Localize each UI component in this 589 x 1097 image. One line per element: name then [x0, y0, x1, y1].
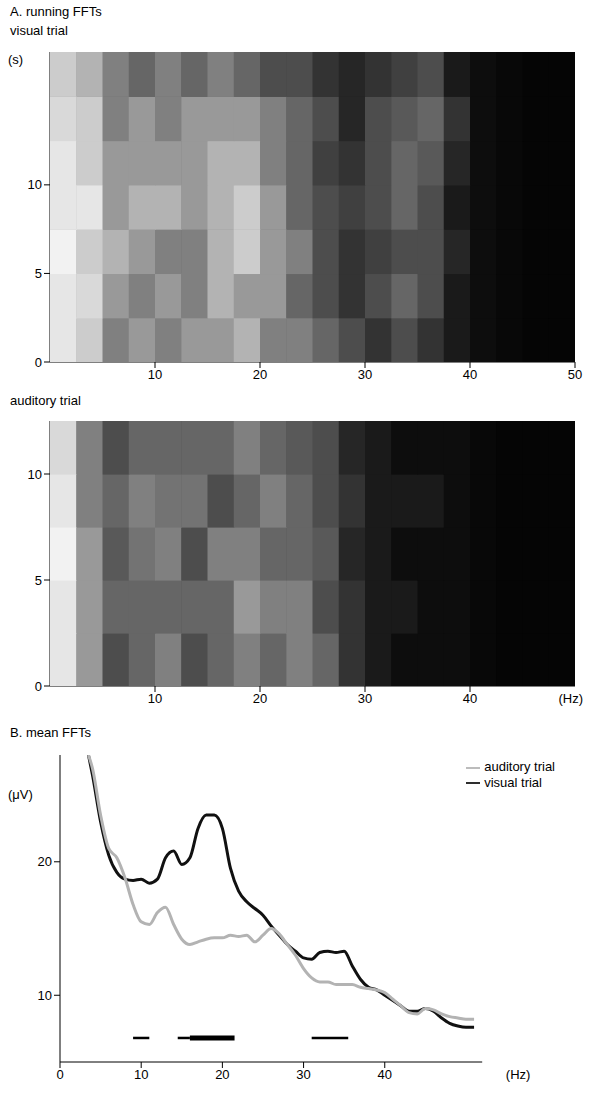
svg-text:50: 50	[568, 367, 582, 382]
svg-text:30: 30	[296, 1067, 310, 1082]
html-text:auditory trial: auditory trial	[484, 759, 555, 774]
html-text:B. mean FFTs: B. mean FFTs	[10, 725, 91, 740]
html-text:(Hz): (Hz)	[558, 691, 583, 706]
html-text:(s): (s)	[8, 52, 24, 67]
svg-text:10: 10	[134, 1067, 148, 1082]
html-text:A. running FFTs: A. running FFTs	[10, 4, 102, 19]
html-text:visual trial: visual trial	[484, 774, 542, 790]
svg-text:0: 0	[35, 355, 42, 370]
html-text:auditory trial: auditory trial	[10, 393, 81, 408]
svg-text:30: 30	[358, 367, 372, 382]
svg-text:30: 30	[358, 691, 372, 706]
svg-text:40: 40	[463, 691, 477, 706]
svg-text:10: 10	[28, 467, 42, 482]
svg-text:40: 40	[463, 367, 477, 382]
html-text:(μV): (μV)	[8, 787, 33, 802]
svg-text:5: 5	[35, 266, 42, 281]
svg-text:20: 20	[253, 691, 267, 706]
html-text:visual trial: visual trial	[10, 23, 68, 38]
svg-text:10: 10	[28, 177, 42, 192]
svg-text:20: 20	[253, 367, 267, 382]
svg-text:20: 20	[215, 1067, 229, 1082]
svg-text:5: 5	[35, 573, 42, 588]
svg-text:20: 20	[38, 854, 52, 869]
svg-text:10: 10	[148, 367, 162, 382]
svg-text:10: 10	[38, 988, 52, 1003]
svg-text:0: 0	[56, 1067, 63, 1082]
svg-text:40: 40	[378, 1067, 392, 1082]
html-text:(Hz): (Hz)	[505, 1067, 531, 1082]
svg-text:0: 0	[35, 679, 42, 694]
svg-text:10: 10	[148, 691, 162, 706]
